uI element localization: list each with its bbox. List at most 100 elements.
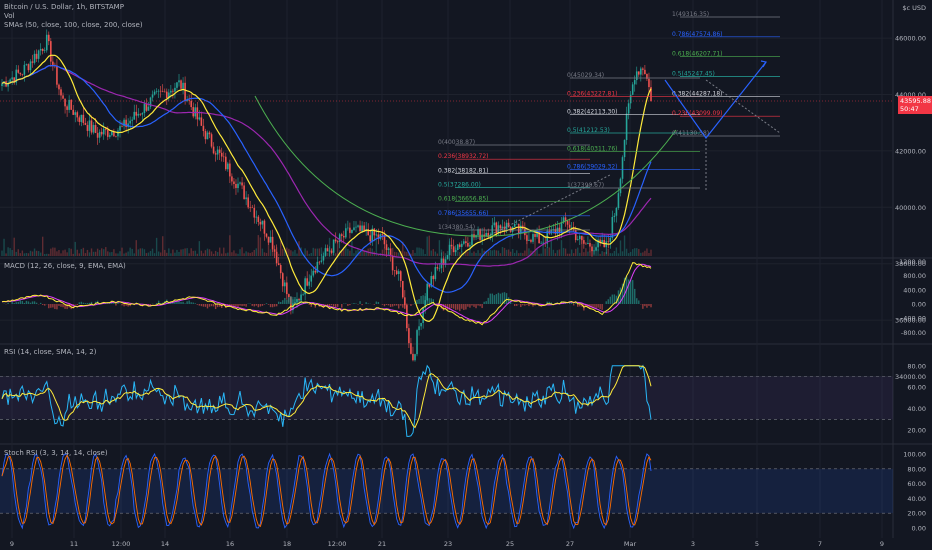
macd-histogram-bar [467, 304, 469, 307]
volume-bar [312, 247, 314, 256]
volume-bar [530, 250, 532, 256]
volume-bar [257, 235, 260, 256]
candle-body [336, 241, 339, 242]
candle-body [536, 232, 538, 237]
macd-histogram-bar [107, 303, 109, 304]
volume-bar [225, 253, 227, 256]
candle-body [387, 248, 390, 250]
volume-bar [131, 248, 133, 256]
macd-histogram-bar [273, 304, 276, 307]
volume-bar [186, 248, 188, 256]
volume-bar [218, 247, 221, 256]
macd-histogram-bar [450, 304, 453, 309]
volume-bar [239, 249, 241, 256]
volume-bar [526, 239, 528, 256]
sma-legend[interactable]: SMAs (50, close, 100, close, 200, close) [4, 21, 143, 29]
macd-histogram-bar [497, 292, 500, 304]
macd-histogram-bar [432, 299, 435, 304]
candle-body [595, 247, 597, 251]
candle-body [627, 103, 630, 114]
candle-body [621, 157, 624, 179]
macd-histogram-bar [155, 302, 158, 304]
volume-bar [265, 252, 268, 256]
volume-bar [611, 253, 614, 256]
candle-body [359, 225, 361, 232]
candle-body [172, 90, 174, 92]
macd-histogram-bar [72, 304, 74, 309]
volume-bar [245, 251, 247, 256]
candle-body [471, 234, 473, 246]
candle-body [444, 259, 447, 265]
volume-bar [143, 249, 146, 256]
volume-bar [86, 249, 89, 256]
candle-body [585, 243, 587, 245]
candle-body [288, 294, 290, 298]
symbol-title[interactable]: Bitcoin / U.S. Dollar, 1h, BITSTAMP [4, 3, 124, 11]
volume-bar [518, 253, 520, 256]
candle-body [60, 89, 62, 96]
macd-histogram-bar [255, 304, 258, 306]
candle-body [147, 106, 150, 111]
volume-bar [320, 247, 323, 256]
volume-bar [33, 248, 36, 256]
macd-histogram-bar [109, 303, 111, 304]
candle-body [25, 64, 28, 65]
candle-body [190, 100, 193, 108]
candle-body [426, 283, 429, 301]
volume-bar [133, 253, 135, 256]
volume-bar [469, 248, 471, 256]
time-tick: 12:00 [112, 540, 131, 548]
candle-body [532, 234, 534, 242]
volume-bar [544, 248, 546, 256]
candle-body [408, 328, 410, 344]
fib-mid-label: 1(37390.67) [567, 182, 604, 189]
candle-body [231, 176, 233, 182]
macd-histogram-bar [202, 304, 205, 307]
time-tick: 11 [70, 540, 78, 548]
volume-legend: Vol [4, 12, 15, 20]
volume-bar [304, 248, 306, 256]
time-tick: 9 [10, 540, 14, 548]
macd-histogram-bar [391, 304, 394, 307]
volume-bar [284, 248, 286, 256]
candle-body [345, 228, 347, 238]
candle-body [304, 278, 306, 295]
volume-bar [629, 251, 632, 256]
volume-bar [412, 250, 414, 256]
macd-histogram-bar [257, 304, 260, 308]
rsi-legend[interactable]: RSI (14, close, SMA, 14, 2) [4, 348, 97, 356]
volume-bar [46, 253, 48, 256]
volume-bar [562, 247, 565, 256]
candle-body [414, 354, 416, 361]
candle-body [227, 163, 229, 170]
macd-histogram-bar [214, 304, 217, 310]
macd-histogram-bar [601, 304, 603, 310]
candle-body [560, 222, 563, 233]
volume-bar [82, 247, 85, 256]
currency-label[interactable]: $c USD [902, 4, 926, 12]
macd-tick: 400.00 [903, 286, 926, 294]
candle-body [644, 69, 646, 75]
macd-histogram-bar [564, 303, 567, 304]
candle-body [501, 226, 504, 229]
volume-bar [318, 248, 321, 256]
candle-body [499, 225, 502, 229]
macd-histogram-bar [292, 299, 294, 304]
volume-bar [204, 250, 207, 256]
macd-histogram-bar [280, 301, 282, 304]
candle-body [131, 119, 134, 121]
macd-histogram-bar [290, 296, 292, 304]
volume-bar [351, 240, 353, 256]
macd-legend[interactable]: MACD (12, 26, close, 9, EMA, EMA) [4, 262, 126, 270]
macd-histogram-bar [581, 304, 583, 307]
macd-histogram-bar [56, 304, 58, 310]
macd-histogram-bar [489, 293, 491, 304]
stoch-legend[interactable]: Stoch RSI (3, 3, 14, 14, close) [4, 449, 108, 457]
macd-histogram-bar [548, 301, 550, 304]
macd-histogram-bar [385, 304, 388, 305]
volume-bar [17, 249, 19, 256]
volume-bar [349, 250, 351, 256]
candle-body [224, 156, 227, 170]
candle-body [163, 91, 166, 93]
